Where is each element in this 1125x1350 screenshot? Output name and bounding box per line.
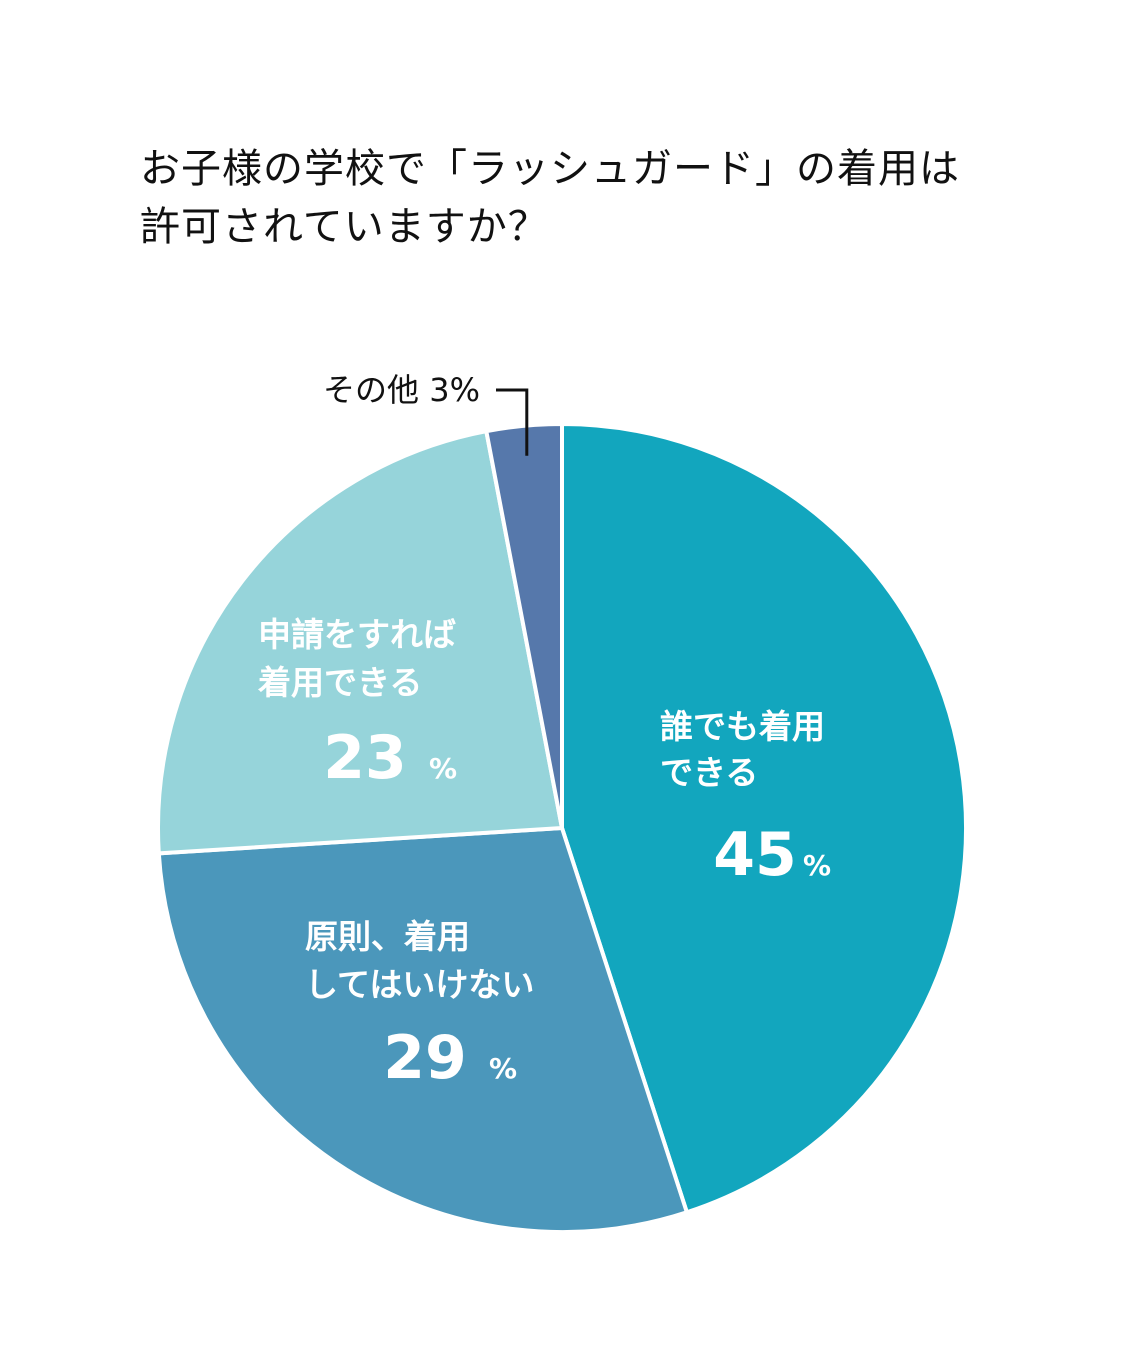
- pie-slice-2: [156, 826, 689, 1234]
- slice-3-label-line-1: 申請をすれば: [258, 615, 456, 654]
- slice-2-unit: %: [489, 1052, 517, 1085]
- slice-4-outside-label: その他 3%: [323, 371, 480, 409]
- chart-title-line-1: お子様の学校で「ラッシュガード」の着用は: [140, 146, 960, 192]
- pie-slice-4: [484, 422, 564, 830]
- chart-title-line-2: 許可されていますか？: [140, 204, 549, 250]
- chart-title: お子様の学校で「ラッシュガード」の着用は 許可されていますか？: [140, 140, 960, 256]
- slice-1-label-line-1: 誰でも着用: [660, 707, 825, 746]
- slice-3-value: 23: [323, 723, 407, 793]
- slice-2-label-line-2: してはいけない: [305, 965, 534, 1004]
- slice-1-label-line-2: できる: [660, 753, 758, 792]
- pie-slice-1: [560, 422, 968, 1215]
- other-leader-line: [496, 388, 529, 456]
- slice-1-unit: %: [803, 849, 831, 882]
- slice-3-unit: %: [429, 752, 457, 785]
- slice-2-value: 29: [383, 1023, 467, 1093]
- slice-2-label-line-1: 原則、着用: [305, 917, 470, 956]
- slice-1-value: 45: [713, 820, 797, 890]
- slice-3-label-line-2: 着用できる: [258, 663, 422, 702]
- pie-slice-3: [156, 429, 564, 856]
